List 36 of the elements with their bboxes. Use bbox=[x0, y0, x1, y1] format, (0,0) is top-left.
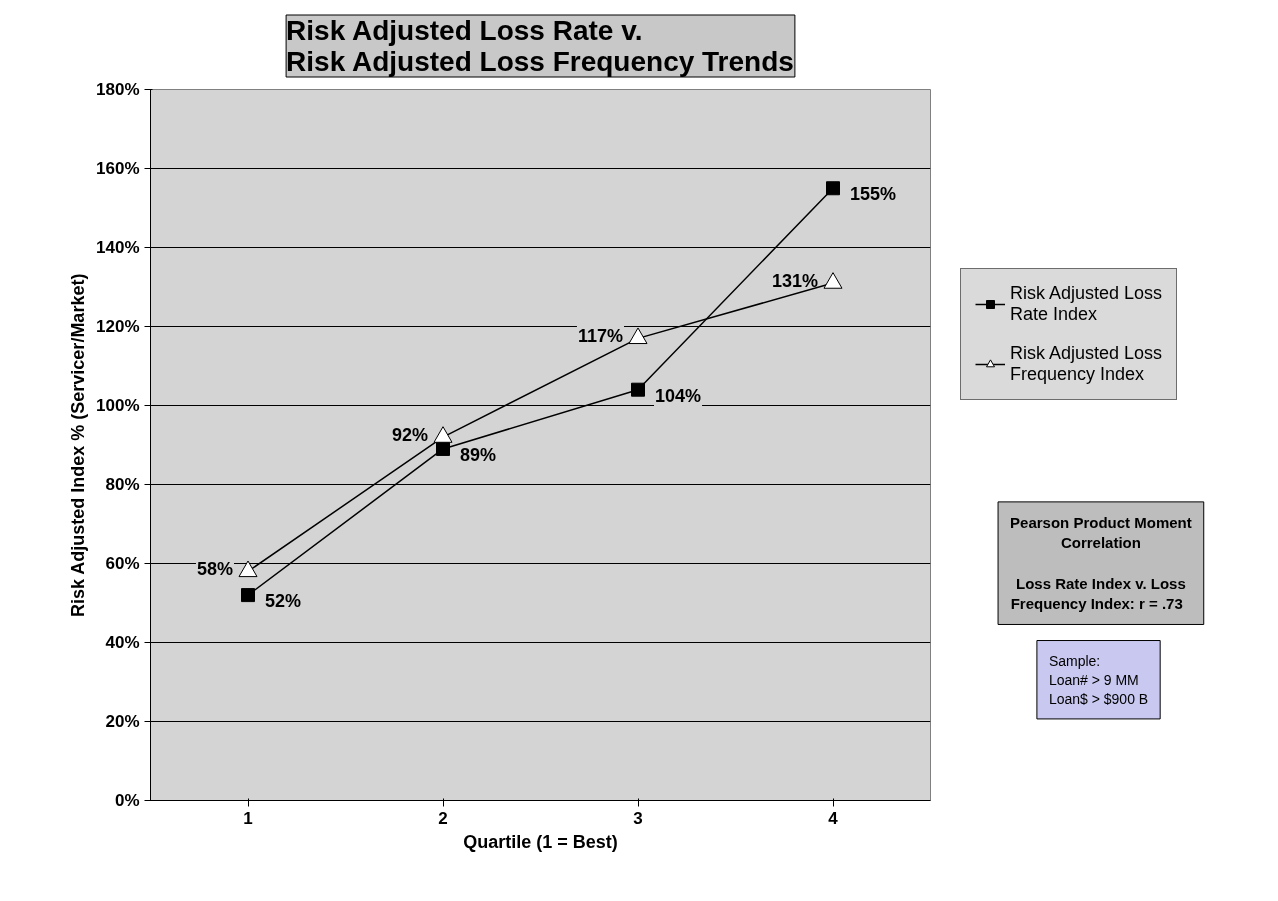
data-label: 89% bbox=[460, 444, 497, 465]
y-tick-label: 160% bbox=[96, 159, 140, 178]
text: Sample: Loan# > 9 MM Loan$ > $900 B bbox=[1048, 652, 1149, 707]
y-tick-label: 140% bbox=[96, 238, 140, 257]
text: Pearson Product Moment Correlation Loss Rate Index v. Loss Frequency Index: r = .73 bbox=[1010, 513, 1192, 613]
data-label: 117% bbox=[577, 326, 623, 347]
x-tick-label: 4 bbox=[828, 808, 839, 828]
data-label: 155% bbox=[850, 184, 897, 205]
data-label: 58% bbox=[196, 559, 233, 580]
data-label: 131% bbox=[771, 271, 819, 292]
legend-label: Risk Adjusted Loss Rate Index bbox=[1010, 283, 1163, 325]
data-label: 92% bbox=[391, 425, 428, 446]
y-tick-label: 60% bbox=[105, 554, 140, 573]
y-tick-label: 20% bbox=[105, 712, 140, 731]
y-axis-title: Risk Adjusted Index % (Servicer/Market) bbox=[68, 273, 89, 618]
y-tick-label: 80% bbox=[105, 475, 140, 494]
data-label: 104% bbox=[655, 385, 702, 406]
point bbox=[628, 327, 648, 345]
point bbox=[436, 441, 450, 456]
chart-title: Risk Adjusted Loss Rate v. Risk Adjusted Loss Frequency Trends bbox=[286, 15, 794, 77]
y-tick-label: 120% bbox=[96, 317, 140, 336]
point bbox=[433, 426, 453, 443]
point bbox=[631, 382, 645, 397]
x-tick-label: 2 bbox=[438, 808, 448, 828]
point bbox=[826, 181, 840, 196]
y-tick-label: 180% bbox=[96, 80, 140, 99]
legend-label: Risk Adjusted Loss Frequency Index bbox=[1010, 343, 1163, 385]
y-tick-label: 40% bbox=[105, 633, 140, 652]
point bbox=[238, 560, 258, 578]
y-tick-label: 100% bbox=[96, 396, 140, 415]
data-label: 52% bbox=[265, 591, 302, 612]
x-axis-title: Quartile (1 = Best) bbox=[463, 831, 618, 852]
x-tick-label: 3 bbox=[633, 808, 643, 828]
y-tick-label: 0% bbox=[114, 791, 140, 810]
x-tick-label: 1 bbox=[243, 808, 253, 828]
point bbox=[823, 272, 843, 289]
